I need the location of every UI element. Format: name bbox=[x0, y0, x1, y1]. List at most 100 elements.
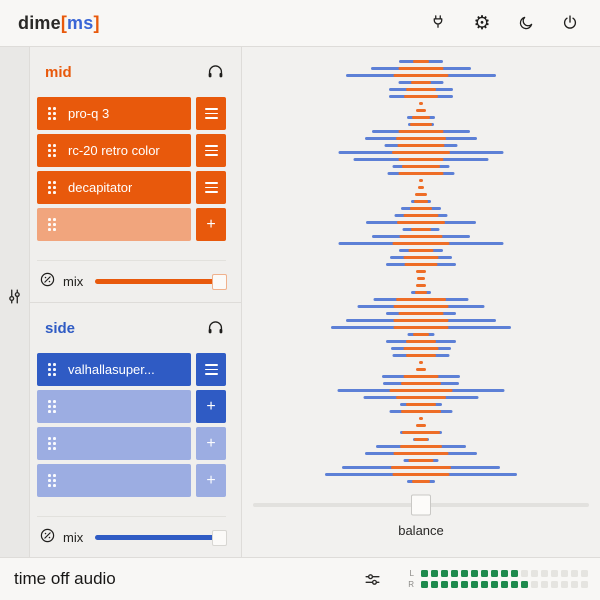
viz-row bbox=[242, 130, 600, 133]
viz-row bbox=[242, 473, 600, 476]
meter-segment bbox=[531, 570, 538, 577]
viz-row bbox=[242, 333, 600, 336]
mid-slot-4-plugin[interactable] bbox=[37, 208, 191, 241]
mid-slot-4: + bbox=[37, 208, 226, 241]
track-title: time off audio bbox=[14, 569, 116, 588]
viz-row bbox=[242, 277, 600, 280]
divider bbox=[37, 516, 226, 517]
meter-segment bbox=[571, 581, 578, 588]
side-slot-4-plugin[interactable] bbox=[37, 464, 191, 497]
meter-segment bbox=[501, 570, 508, 577]
viz-row bbox=[242, 81, 600, 84]
viz-row bbox=[242, 410, 600, 413]
meter-segment bbox=[481, 570, 488, 577]
viz-row bbox=[242, 431, 600, 434]
drag-handle-icon[interactable] bbox=[48, 437, 56, 450]
mid-level-bar bbox=[397, 221, 445, 224]
meter-segment bbox=[491, 570, 498, 577]
mid-slot-3-plugin[interactable]: decapitator bbox=[37, 171, 191, 204]
drag-handle-icon[interactable] bbox=[48, 181, 56, 194]
viz-row bbox=[242, 74, 600, 77]
top-bar: dime[ms] ⚙ bbox=[0, 0, 600, 47]
side-slot-3-add-button[interactable]: + bbox=[196, 427, 226, 460]
power-icon bbox=[561, 14, 579, 32]
mid-level-bar bbox=[393, 326, 449, 329]
side-slot-1-plugin[interactable]: valhallasuper... bbox=[37, 353, 191, 386]
viz-row bbox=[242, 249, 600, 252]
dark-mode-moon-icon bbox=[517, 14, 535, 32]
meter-segment bbox=[561, 581, 568, 588]
side-slot-3-plugin[interactable] bbox=[37, 427, 191, 460]
drag-handle-icon[interactable] bbox=[48, 144, 56, 157]
mid-level-bar bbox=[403, 375, 439, 378]
viz-row bbox=[242, 452, 600, 455]
mid-slot-2-plugin[interactable]: rc-20 retro color bbox=[37, 134, 191, 167]
viz-row bbox=[242, 179, 600, 182]
rail-tune-button[interactable] bbox=[5, 287, 24, 306]
side-slot-2-plugin[interactable] bbox=[37, 390, 191, 423]
viz-row bbox=[242, 88, 600, 91]
side-slot-1-menu-button[interactable] bbox=[196, 353, 226, 386]
mid-slot-3: decapitator bbox=[37, 171, 226, 204]
power-button[interactable] bbox=[560, 13, 580, 33]
mid-level-bar bbox=[415, 291, 427, 294]
mid-level-bar bbox=[396, 396, 446, 399]
mid-monitor-button[interactable] bbox=[205, 62, 225, 82]
side-chain-header: side bbox=[45, 319, 225, 337]
mid-mix-thumb[interactable] bbox=[212, 273, 227, 290]
drag-handle-icon[interactable] bbox=[48, 218, 56, 231]
plug-button[interactable] bbox=[428, 13, 448, 33]
mid-level-bar bbox=[416, 270, 426, 273]
drag-handle-icon[interactable] bbox=[48, 107, 56, 120]
mid-level-bar bbox=[412, 480, 430, 483]
mid-level-bar bbox=[419, 179, 423, 182]
side-slot-2: + bbox=[37, 390, 226, 423]
meter-segment bbox=[571, 570, 578, 577]
mid-level-bar bbox=[400, 445, 442, 448]
side-mix-slider[interactable] bbox=[95, 529, 227, 546]
meter-segment bbox=[551, 570, 558, 577]
mid-slot-3-menu-button[interactable] bbox=[196, 171, 226, 204]
side-slot-4-add-button[interactable]: + bbox=[196, 464, 226, 497]
footer-tune-button[interactable] bbox=[362, 569, 382, 589]
side-mix-label: mix bbox=[63, 530, 84, 545]
viz-row bbox=[242, 375, 600, 378]
balance-slider[interactable] bbox=[253, 494, 589, 516]
viz-row bbox=[242, 200, 600, 203]
viz-row bbox=[242, 95, 600, 98]
mid-level-bar bbox=[393, 319, 449, 322]
meter-segment bbox=[481, 581, 488, 588]
meter-segment bbox=[431, 581, 438, 588]
mid-level-bar bbox=[416, 109, 426, 112]
mid-slot-4-add-button[interactable]: + bbox=[196, 208, 226, 241]
balance-label: balance bbox=[398, 523, 444, 538]
viz-row bbox=[242, 466, 600, 469]
mid-mix-slider[interactable] bbox=[95, 273, 227, 290]
drag-handle-icon[interactable] bbox=[48, 363, 56, 376]
viz-row bbox=[242, 263, 600, 266]
mid-level-bar bbox=[418, 186, 424, 189]
viz-row bbox=[242, 354, 600, 357]
viz-row bbox=[242, 67, 600, 70]
side-chain-section: side valhallasuper... + + + mix bbox=[30, 302, 241, 557]
viz-row bbox=[242, 298, 600, 301]
balance-thumb[interactable] bbox=[411, 494, 431, 516]
viz-row bbox=[242, 347, 600, 350]
mid-slot-1-plugin[interactable]: pro-q 3 bbox=[37, 97, 191, 130]
meter-group: L R bbox=[362, 569, 588, 589]
settings-button[interactable]: ⚙ bbox=[472, 13, 492, 33]
viz-row bbox=[242, 403, 600, 406]
meter-segment bbox=[491, 581, 498, 588]
side-slot-2-add-button[interactable]: + bbox=[196, 390, 226, 423]
mid-slot-1-menu-button[interactable] bbox=[196, 97, 226, 130]
meter-channel-labels: L R bbox=[408, 570, 414, 589]
side-monitor-button[interactable] bbox=[205, 318, 225, 338]
viz-row bbox=[242, 214, 600, 217]
side-mix-thumb[interactable] bbox=[212, 529, 227, 546]
dark-mode-button[interactable] bbox=[516, 13, 536, 33]
viz-row bbox=[242, 396, 600, 399]
drag-handle-icon[interactable] bbox=[48, 474, 56, 487]
drag-handle-icon[interactable] bbox=[48, 400, 56, 413]
mid-slot-2-menu-button[interactable] bbox=[196, 134, 226, 167]
mid-chain-header: mid bbox=[45, 63, 225, 81]
